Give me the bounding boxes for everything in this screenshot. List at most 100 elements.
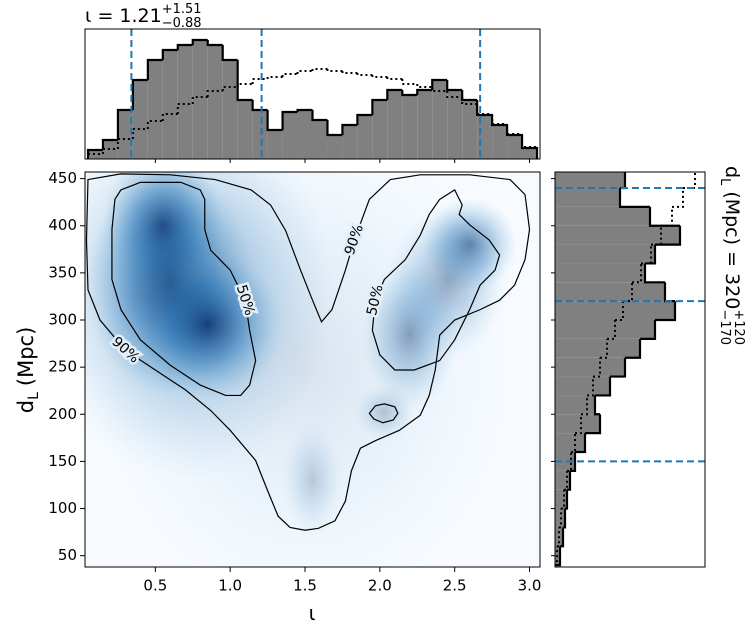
density-blob — [387, 206, 508, 358]
histogram-step — [505, 125, 523, 137]
prior-step — [431, 87, 448, 92]
prior-step — [86, 153, 103, 159]
prior-step — [615, 301, 624, 322]
y-label-subscript: L — [26, 392, 42, 400]
histogram-step — [645, 244, 657, 265]
x-axis-label: ι — [309, 601, 316, 625]
prior-step — [632, 263, 642, 284]
frame — [84, 28, 541, 160]
prior-step — [101, 148, 118, 154]
histogram-bar — [147, 60, 163, 159]
histogram-bar — [555, 225, 680, 245]
histogram-bar — [252, 110, 268, 159]
histogram-step — [101, 138, 118, 150]
prior-step — [555, 546, 558, 567]
y-tick-label: 150 — [48, 452, 77, 470]
histogram-bar — [555, 320, 655, 339]
histogram-step — [491, 115, 508, 127]
x-tick-label: 1.0 — [218, 577, 242, 595]
histogram-bar — [102, 140, 118, 159]
right-label-upper: +120 — [731, 309, 746, 345]
histogram-bar — [477, 115, 493, 159]
histogram-bar — [417, 90, 433, 159]
prior-step — [221, 86, 238, 91]
contour-line — [85, 173, 531, 531]
histogram-bar — [342, 125, 358, 159]
histogram-bar — [555, 376, 610, 396]
y-tick-label: 450 — [48, 169, 77, 187]
histogram-step — [655, 301, 677, 322]
histogram-step — [593, 395, 600, 416]
title-upper: +1.51 — [162, 2, 202, 17]
right-label-symbol: d — [721, 166, 743, 178]
y-label-symbol: d — [14, 400, 38, 413]
histogram-bar — [207, 45, 223, 159]
histogram-bar — [117, 110, 133, 159]
histogram-step — [563, 508, 567, 529]
contour-line — [368, 403, 399, 424]
density-blob — [354, 384, 415, 441]
prior-step — [206, 90, 223, 97]
histogram-bar — [162, 50, 178, 159]
histogram-bar — [447, 90, 463, 159]
histogram-step — [281, 110, 298, 130]
prior-step — [416, 84, 433, 88]
histogram-step — [640, 320, 657, 340]
right-label: dL (Mpc) = 320+120−170 — [717, 166, 746, 345]
histogram-bar — [177, 45, 193, 159]
histogram-step — [371, 98, 388, 115]
frame — [554, 171, 706, 568]
y-tick-label: 50 — [58, 546, 77, 564]
prior-step — [567, 451, 572, 472]
histogram-bar — [555, 244, 655, 264]
prior-step — [311, 68, 328, 71]
histogram-step — [161, 48, 178, 60]
title-text: ι = 1.21 — [85, 5, 162, 27]
prior-step — [581, 395, 588, 416]
y-axis-label: dL (Mpc) — [14, 327, 42, 414]
right-label-text: (Mpc) = 320 — [721, 191, 743, 309]
prior-step — [281, 73, 298, 77]
top-title: ι = 1.21+1.51 −0.88 — [85, 2, 202, 31]
prior-step — [131, 128, 148, 139]
prior-step — [386, 77, 403, 80]
histogram-step — [585, 414, 602, 435]
y-tick-label: 100 — [48, 499, 77, 517]
prior-step — [296, 70, 313, 74]
histogram-bar — [372, 100, 388, 159]
prior-step — [191, 96, 208, 104]
histogram-bar — [555, 414, 600, 434]
x-tick-label: 1.5 — [293, 577, 317, 595]
contour-line — [111, 181, 257, 397]
histogram-bar — [507, 135, 523, 159]
prior-step — [401, 79, 418, 85]
histogram-step — [446, 80, 463, 92]
y-tick-label: 200 — [48, 405, 77, 423]
histogram-bar — [492, 125, 508, 159]
prior-step — [651, 225, 662, 246]
prior-step — [341, 71, 358, 74]
prior-step — [561, 489, 565, 510]
histogram-step — [575, 433, 587, 454]
histogram-bar — [357, 115, 373, 159]
y-tick-label: 300 — [48, 311, 77, 329]
histogram-bar — [555, 395, 595, 415]
histogram-step — [296, 108, 313, 112]
histogram-bar — [267, 130, 283, 159]
prior-step — [623, 282, 633, 303]
histogram-step — [386, 88, 403, 100]
histogram-step — [567, 470, 572, 491]
prior-step — [571, 433, 576, 453]
prior-step — [607, 320, 616, 340]
histogram-step — [560, 527, 565, 548]
right-label-lower: −170 — [717, 309, 732, 345]
frame — [84, 171, 541, 568]
histogram-step — [251, 100, 268, 112]
histogram-step — [341, 123, 358, 135]
histogram-panel — [86, 29, 539, 159]
histogram-step — [416, 88, 433, 95]
histogram-bar — [132, 80, 148, 159]
histogram-step — [206, 40, 223, 47]
histogram-step — [648, 206, 680, 227]
y-tick-label: 350 — [48, 263, 77, 281]
